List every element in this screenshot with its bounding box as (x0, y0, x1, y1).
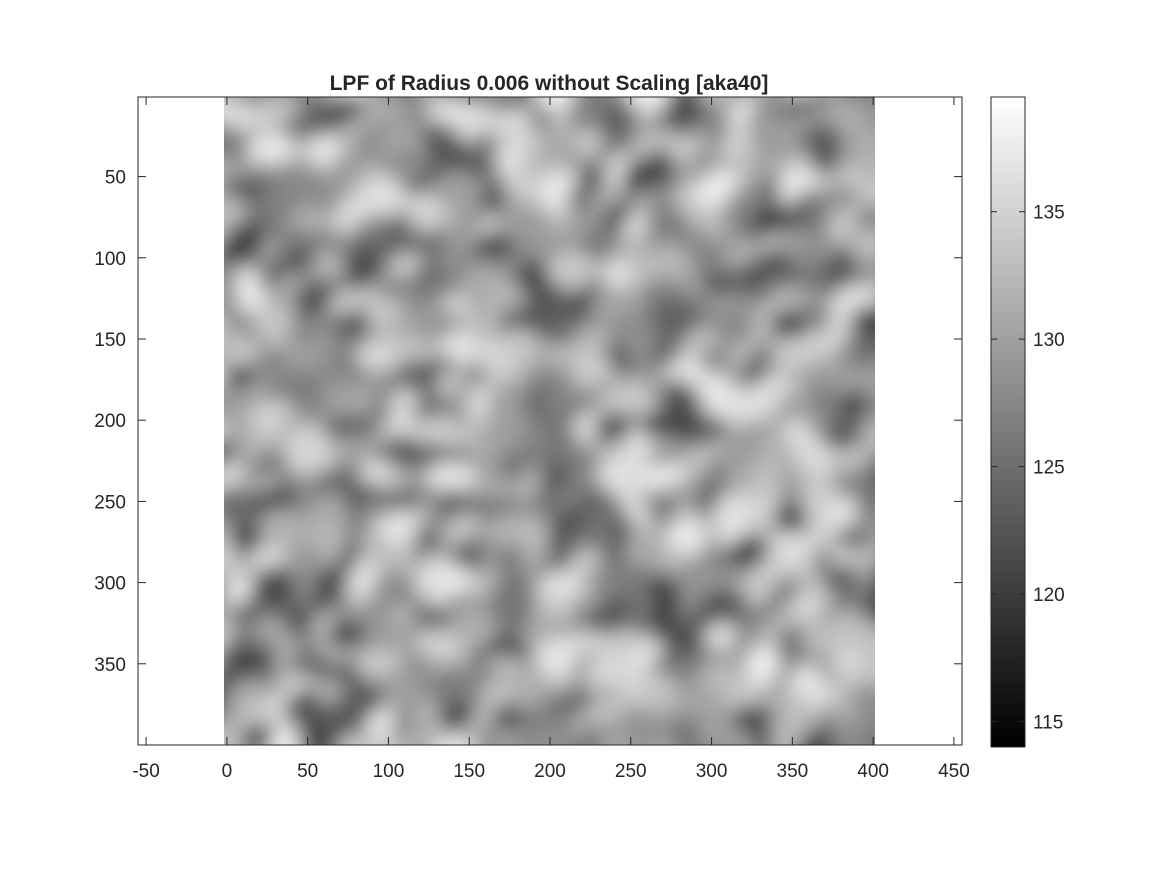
colorbar-tick-label: 130 (1033, 330, 1065, 351)
colorbar-tick-label: 115 (1033, 713, 1063, 734)
y-tick-label: 150 (94, 330, 126, 351)
y-tick-label: 350 (94, 655, 126, 676)
x-tick-label: 300 (696, 761, 728, 782)
x-tick-label: -50 (132, 761, 159, 782)
y-tick-label: 300 (94, 574, 126, 595)
x-tick-label: 450 (938, 761, 970, 782)
colorbar (991, 97, 1025, 747)
y-tick-label: 50 (105, 168, 126, 189)
y-tick-label: 200 (94, 411, 126, 432)
x-tick-label: 50 (297, 761, 318, 782)
x-tick-label: 350 (777, 761, 809, 782)
y-tick-label: 100 (94, 249, 126, 270)
heatmap-image (167, 36, 910, 781)
colorbar-tick-label: 120 (1033, 585, 1065, 606)
x-tick-label: 150 (453, 761, 485, 782)
colorbar-tick-label: 135 (1033, 203, 1065, 224)
x-tick-label: 0 (222, 761, 233, 782)
x-tick-label: 400 (857, 761, 889, 782)
x-tick-label: 100 (373, 761, 405, 782)
chart-title: LPF of Radius 0.006 without Scaling [aka… (330, 72, 769, 95)
colorbar-tick-label: 125 (1033, 458, 1065, 479)
x-tick-label: 250 (615, 761, 647, 782)
y-tick-label: 250 (94, 492, 126, 513)
x-tick-label: 200 (534, 761, 566, 782)
